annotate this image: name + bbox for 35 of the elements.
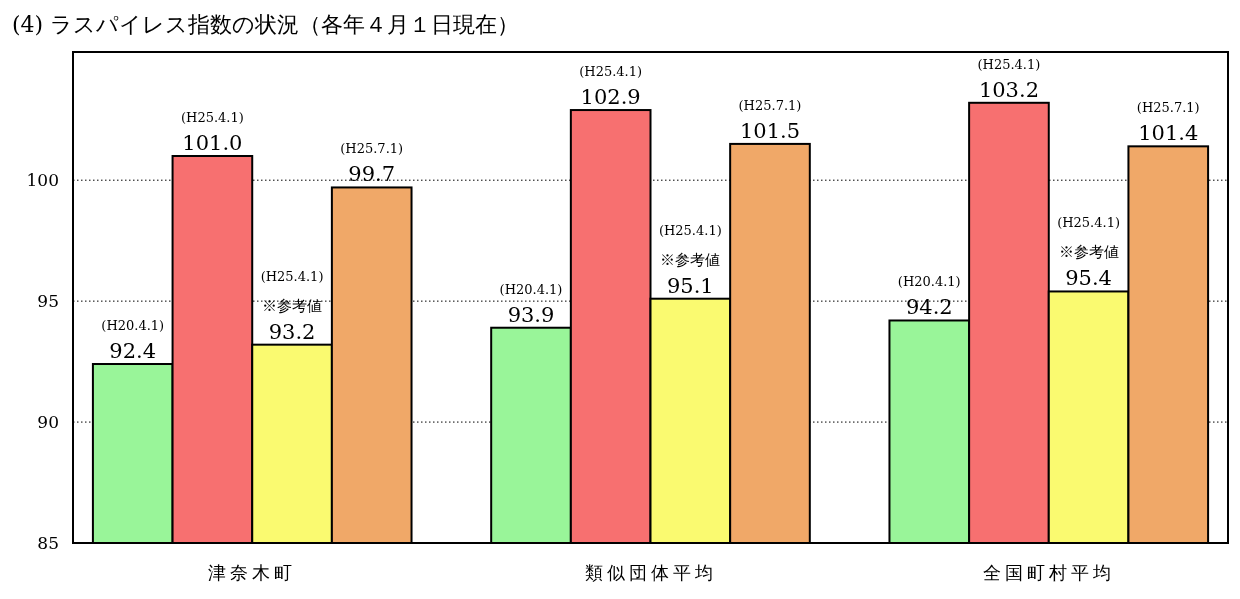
annotation: ※参考値 [262,296,323,315]
y-tick-label: 90 [37,412,59,433]
x-tick-label: 津奈木町 [208,562,297,583]
data-label: 99.7 [348,162,396,187]
y-tick-label: 95 [37,291,59,312]
data-label: 93.9 [507,302,555,327]
annotation: (H25.7.1) [340,141,404,157]
x-tick-label: 類似団体平均 [584,562,717,583]
data-label: 93.2 [268,319,316,344]
annotation: (H25.4.1) [658,222,722,238]
annotation: (H25.7.1) [1136,100,1200,116]
annotation: (H25.4.1) [260,268,324,284]
data-label: 102.9 [580,85,641,110]
annotation: (H25.4.1) [579,64,643,80]
chart-title: (4) ラスパイレス指数の状況（各年４月１日現在） [12,12,520,37]
data-label: 101.5 [739,118,801,143]
annotation: ※参考値 [1058,243,1119,262]
data-label: 101.0 [182,131,243,155]
annotation: ※参考値 [660,250,721,269]
data-label: 103.2 [978,77,1040,102]
data-label: 95.4 [1065,266,1112,291]
y-tick-label: 85 [37,532,59,553]
annotation: (H25.4.1) [1057,215,1121,231]
data-label: 95.1 [666,273,714,298]
x-tick-label: 全国町村平均 [982,562,1115,583]
annotation: (H20.4.1) [897,274,961,290]
data-label: 92.4 [109,339,157,364]
data-label: 101.4 [1138,121,1199,146]
data-label: 94.2 [905,295,953,320]
y-tick-label: 100 [26,170,59,191]
annotation: (H20.4.1) [101,318,165,334]
annotation: (H20.4.1) [499,281,563,297]
annotation: (H25.4.1) [180,110,244,125]
annotation: (H25.4.1) [977,56,1041,72]
annotation: (H25.7.1) [738,97,802,113]
